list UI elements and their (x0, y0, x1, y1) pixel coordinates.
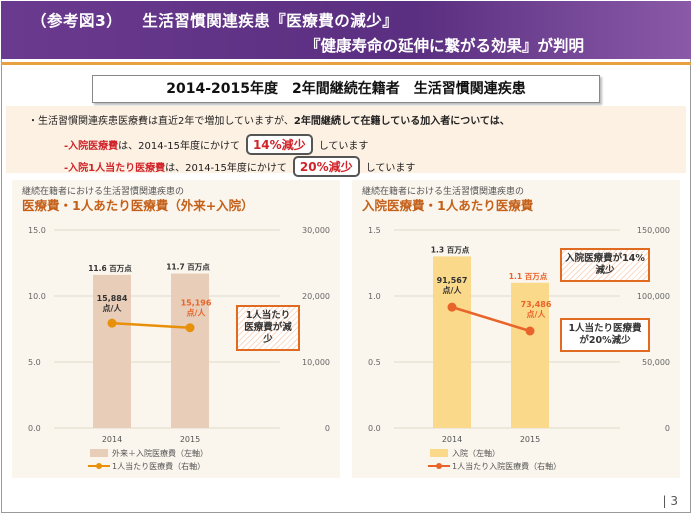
left-axis-tick: 15.0 (28, 226, 46, 235)
left-axis-tick: 0.0 (28, 424, 41, 433)
left-axis-tick: 0.5 (368, 358, 381, 367)
bullet-3-pill: 20%減少 (292, 156, 360, 177)
bullet-2-pill: 14%減少 (245, 134, 313, 155)
slide-header: （参考図3） 生活習慣関連疾患『医療費の減少』 『健康寿命の延伸に繋がる効果』が判… (1, 1, 691, 59)
page-number-value: 3 (670, 494, 678, 508)
bar-data-label: 1.3 百万点 (431, 244, 470, 254)
bullet-2: -入院医療費は、2014-15年度にかけて 14%減少 しています (64, 134, 368, 155)
slide-subtitle: 2014-2015年度 2年間継続在籍者 生活習慣関連疾患 (92, 75, 600, 103)
legend-label: 外来＋入院医療費（左軸） (112, 448, 208, 458)
header-title-1: 生活習慣関連疾患『医療費の減少』 (142, 12, 399, 30)
right-axis-tick: 100,000 (637, 292, 670, 301)
line-series (111, 321, 191, 329)
header-title-2: 『健康寿命の延伸に繋がる効果』が判明 (305, 37, 585, 55)
bar-data-label: 11.6 百万点 (88, 263, 132, 273)
x-axis-tick: 2014 (442, 435, 462, 444)
line-data-label: 91,567 (437, 276, 468, 285)
bar (511, 282, 549, 428)
bullet-1-bold: 2年間継続して在籍している加入者については、 (293, 116, 510, 127)
legend-swatch-marker (436, 463, 442, 469)
x-axis-tick: 2015 (180, 435, 200, 444)
left-axis-tick: 1.0 (368, 292, 381, 301)
left-axis-tick: 5.0 (28, 358, 41, 367)
right-callout-2: 1人当たり医療費が20%減少 (560, 318, 650, 352)
legend-label: 1人当たり医療費（右軸） (112, 461, 205, 471)
right-chart-svg: 0.0 0.5 1.0 1.5 0 50,000 100,000 150,000 2014 1.3… (368, 226, 670, 471)
line-data-unit: 点/人 (527, 309, 547, 319)
bullet-2-highlight: -入院医療費 (64, 141, 119, 152)
bar-data-label: 1.1 百万点 (509, 271, 548, 281)
right-axis-tick: 10,000 (302, 358, 330, 367)
line-point (107, 318, 117, 328)
header-line-1: （参考図3） 生活習慣関連疾患『医療費の減少』 (31, 9, 398, 31)
bullet-3-text: は、2014-15年度にかけて (165, 163, 287, 174)
line-data-label: 15,884 (97, 294, 128, 303)
left-panel-subtitle: 継続在籍者における生活習慣関連疾患の (22, 187, 185, 197)
bar-data-label: 11.7 百万点 (166, 262, 210, 272)
x-axis-tick: 2014 (102, 435, 122, 444)
bullet-3-highlight: -入院1人当たり医療費 (64, 163, 166, 174)
bullet-2-end: しています (318, 141, 369, 152)
left-axis-tick: 0.0 (368, 424, 381, 433)
legend-swatch-bar (430, 449, 448, 457)
line-data-label: 15,196 (181, 299, 212, 308)
line-data-unit: 点/人 (187, 308, 207, 318)
bullet-2-text: は、2014-15年度にかけて (118, 141, 240, 152)
header-accent-line (1, 62, 691, 65)
right-axis-tick: 50,000 (642, 358, 670, 367)
legend-swatch-marker (96, 463, 102, 469)
right-panel-subtitle: 継続在籍者における生活習慣関連疾患の (362, 187, 525, 197)
right-panel-title: 入院医療費・1人あたり医療費 (362, 198, 534, 213)
bullet-1-text: ・生活習慣関連疾患医療費は直近2年で増加していますが、 (28, 116, 294, 127)
legend-label: 1人当たり入院医療費（右軸） (452, 461, 561, 471)
right-axis-tick: 0 (665, 424, 670, 433)
left-axis-tick: 10.0 (28, 292, 46, 301)
x-axis-tick: 2015 (520, 435, 540, 444)
legend-swatch-bar (90, 449, 108, 457)
left-panel-title: 医療費・1人あたり医療費（外来+入院） (22, 198, 254, 213)
header-label: （参考図3） (31, 12, 123, 30)
line-point (525, 326, 535, 336)
bullet-3: -入院1人当たり医療費は、2014-15年度にかけて 20%減少 しています (64, 156, 415, 177)
left-axis-tick: 1.5 (368, 226, 381, 235)
line-data-unit: 点/人 (443, 285, 463, 295)
line-data-label: 73,486 (521, 300, 552, 309)
left-callout: 1人当たり医療費が減少 (236, 305, 300, 351)
left-chart-svg: 0.0 5.0 10.0 15.0 0 10,000 20,000 30,000 2014 11.… (28, 226, 330, 471)
line-series (451, 305, 531, 333)
legend-label: 入院（左軸） (452, 448, 500, 458)
bar (433, 256, 471, 428)
page-number: | 3 (662, 494, 679, 508)
line-point (185, 323, 195, 333)
bar (93, 274, 131, 428)
right-axis-tick: 30,000 (302, 226, 330, 235)
bar (171, 273, 209, 428)
line-point (447, 302, 457, 312)
right-chart-panel: 継続在籍者における生活習慣関連疾患の 入院医療費・1人あたり医療費 0.0 0.5… (352, 180, 680, 478)
bullet-1: ・生活習慣関連疾患医療費は直近2年で増加していますが、2年間継続して在籍している… (28, 112, 510, 127)
right-callout-1: 入院医療費が14%減少 (560, 248, 650, 282)
right-axis-tick: 20,000 (302, 292, 330, 301)
right-axis-tick: 150,000 (637, 226, 670, 235)
right-axis-tick: 0 (325, 424, 330, 433)
left-chart-panel: 継続在籍者における生活習慣関連疾患の 医療費・1人あたり医療費（外来+入院） 0… (12, 180, 340, 478)
bullet-3-end: しています (365, 163, 416, 174)
line-data-unit: 点/人 (103, 303, 123, 313)
